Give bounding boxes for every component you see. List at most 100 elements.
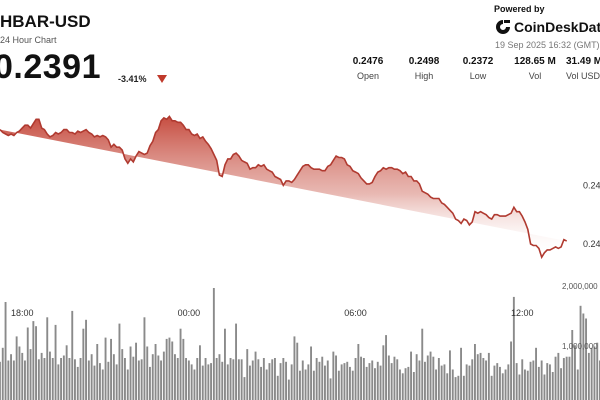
volume-bar bbox=[510, 341, 512, 400]
volume-bar bbox=[368, 363, 371, 400]
volume-bar bbox=[71, 310, 74, 400]
volume-bar bbox=[257, 359, 260, 400]
volume-bar bbox=[226, 364, 229, 400]
volume-bar bbox=[15, 336, 18, 400]
price-area bbox=[0, 116, 567, 258]
volume-bar bbox=[393, 356, 396, 400]
volume-bar bbox=[285, 361, 287, 400]
logo-text: CoinDeskData bbox=[514, 19, 600, 35]
stat-volume-label: Vol bbox=[528, 71, 542, 81]
volume-bar bbox=[535, 347, 537, 400]
volume-bar bbox=[412, 372, 415, 400]
volume-bar bbox=[162, 351, 165, 400]
volume-bar bbox=[596, 342, 599, 400]
volume-bar bbox=[190, 364, 193, 400]
volume-bar bbox=[65, 345, 68, 400]
volume-axis-label: 1,000,000 bbox=[562, 342, 598, 351]
stat-volume-usd-value: 31.49 M bbox=[566, 56, 600, 67]
volume-bar bbox=[507, 364, 510, 400]
volume-bar bbox=[165, 338, 168, 400]
volume-bar bbox=[276, 375, 279, 400]
volume-bar bbox=[326, 360, 329, 400]
volume-bar bbox=[557, 352, 560, 400]
volume-bar bbox=[362, 358, 365, 400]
volume-bar bbox=[312, 370, 315, 400]
volume-bar bbox=[201, 365, 204, 400]
volume-bar bbox=[174, 354, 176, 400]
x-tick-label: 06:00 bbox=[344, 308, 367, 318]
volume-bar bbox=[454, 377, 457, 400]
volume-bar bbox=[429, 351, 432, 400]
volume-bar bbox=[110, 338, 112, 400]
volume-bar bbox=[549, 364, 551, 400]
volume-bar bbox=[343, 363, 346, 400]
volume-bar bbox=[340, 364, 343, 400]
volume-bar bbox=[296, 342, 299, 400]
volume-bar bbox=[124, 358, 126, 400]
y-tick-label: 0.24 bbox=[583, 180, 600, 190]
volume-bar bbox=[171, 341, 174, 400]
volume-bar bbox=[35, 326, 37, 400]
volume-bar bbox=[451, 369, 454, 400]
volume-bar bbox=[235, 323, 237, 400]
volume-bar bbox=[512, 296, 515, 400]
volume-bar bbox=[590, 347, 593, 400]
volume-bar bbox=[282, 358, 285, 400]
volume-bar bbox=[204, 358, 207, 400]
volume-bar bbox=[249, 365, 251, 400]
volume-bar bbox=[140, 359, 143, 400]
current-price: 0.2391 bbox=[0, 48, 101, 86]
volume-bar bbox=[293, 336, 296, 400]
volume-bar bbox=[18, 346, 21, 400]
volume-bar bbox=[7, 360, 10, 400]
volume-bar bbox=[407, 366, 410, 400]
volume-bar bbox=[335, 355, 337, 400]
stat-high-label: High bbox=[414, 71, 434, 81]
volume-bar bbox=[90, 354, 93, 400]
volume-bar bbox=[137, 360, 140, 400]
volume-bar bbox=[332, 351, 335, 400]
volume-bar bbox=[540, 360, 543, 400]
powered-by-text: Powered by bbox=[494, 4, 545, 14]
volume-bar bbox=[482, 358, 485, 400]
stat-volume-usd-label: Vol USD bbox=[566, 71, 600, 81]
volume-bar bbox=[254, 351, 257, 400]
volume-bar bbox=[521, 359, 524, 400]
volume-bar bbox=[24, 360, 26, 400]
volume-bar bbox=[104, 337, 107, 400]
volume-bar bbox=[151, 354, 154, 400]
volume-bar bbox=[437, 358, 440, 400]
volume-bar bbox=[121, 349, 124, 400]
volume-bar bbox=[37, 359, 40, 400]
volume-bar bbox=[187, 360, 190, 400]
volume-bar bbox=[515, 363, 518, 400]
volume-bar bbox=[415, 354, 418, 400]
volume-bar bbox=[243, 377, 246, 400]
volume-bar bbox=[351, 370, 354, 400]
volume-bar bbox=[279, 363, 282, 400]
stat-volume-value: 128.65 M bbox=[514, 56, 556, 67]
stat-volume-usd: 31.49 M Vol USD bbox=[566, 56, 600, 81]
volume-bar bbox=[299, 370, 301, 400]
volume-bar bbox=[304, 369, 307, 400]
volume-bar bbox=[374, 368, 376, 400]
price-line bbox=[0, 115, 568, 260]
volume-bar bbox=[21, 352, 24, 400]
volume-bar bbox=[324, 365, 326, 400]
volume-bar bbox=[387, 355, 390, 400]
volume-bar bbox=[57, 364, 60, 400]
volume-bar bbox=[574, 345, 576, 400]
volume-bar bbox=[60, 358, 62, 400]
volume-bar bbox=[354, 358, 357, 400]
volume-bar bbox=[268, 363, 271, 400]
x-tick-label: 00:00 bbox=[178, 308, 201, 318]
stat-volume: 128.65 M Vol bbox=[508, 56, 562, 81]
volume-bar bbox=[85, 319, 87, 400]
volume-bar bbox=[424, 361, 426, 400]
timestamp: 19 Sep 2025 16:32 (GMT) bbox=[495, 40, 600, 50]
volume-bar bbox=[315, 358, 318, 400]
volume-bar bbox=[493, 365, 496, 400]
volume-bar bbox=[182, 338, 185, 400]
volume-bar bbox=[287, 379, 290, 400]
volume-bar bbox=[46, 317, 49, 400]
